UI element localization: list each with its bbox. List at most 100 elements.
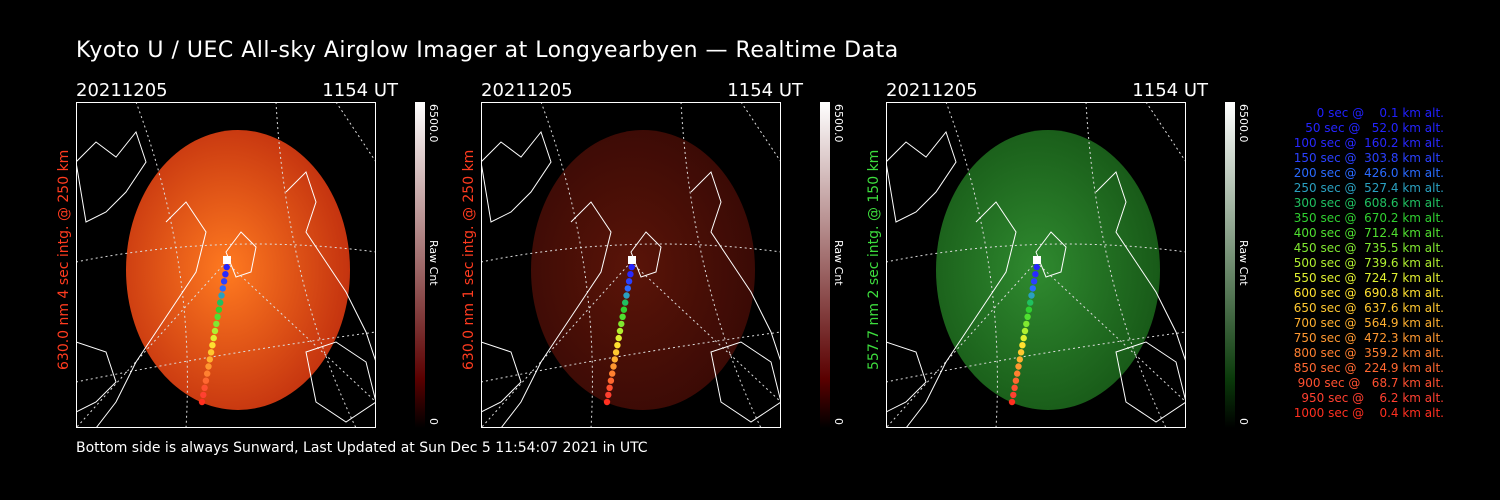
panel-2-image[interactable] <box>481 102 781 428</box>
panel-2-colorbar-unit: Raw Cnt <box>832 240 845 286</box>
legend-entry: 750 sec @ 472.3 km alt. <box>1289 331 1444 345</box>
trajectory-point <box>612 349 620 356</box>
legend-entry: 150 sec @ 303.8 km alt. <box>1289 151 1444 165</box>
trajectory-point <box>219 285 226 292</box>
legend-entry: 250 sec @ 527.4 km alt. <box>1289 181 1444 195</box>
trajectory-legend: 0 sec @ 0.1 km alt. 50 sec @ 52.0 km alt… <box>1262 106 1444 421</box>
trajectory-point <box>1015 363 1022 370</box>
legend-entry: 450 sec @ 735.5 km alt. <box>1289 241 1444 255</box>
trajectory-point <box>616 327 624 335</box>
legend-entry: 200 sec @ 426.0 km alt. <box>1289 166 1444 180</box>
legend-entry: 650 sec @ 637.6 km alt. <box>1289 301 1444 315</box>
panel-2-colorbar-min: 0 <box>832 418 845 425</box>
trajectory-point <box>607 377 615 384</box>
trajectory-point <box>1016 356 1023 363</box>
panel-3-colorbar-min: 0 <box>1237 418 1250 425</box>
panel-1-colorbar-unit: Raw Cnt <box>427 240 440 286</box>
legend-entry: 350 sec @ 670.2 km alt. <box>1289 211 1444 225</box>
coastline <box>886 130 1186 428</box>
trajectory-point <box>209 342 216 349</box>
coastline <box>481 130 781 428</box>
trajectory-point <box>223 263 230 271</box>
trajectory-point <box>1008 398 1016 406</box>
panel-2-wavelength-label: 630.0 nm 1 sec intg. @ 250 km <box>461 149 477 370</box>
panel-3-colorbar <box>1225 102 1235 428</box>
panel-frame <box>76 102 376 428</box>
trajectory-point <box>215 306 223 313</box>
legend-entry: 550 sec @ 724.7 km alt. <box>1289 271 1444 285</box>
trajectory-point <box>222 271 229 278</box>
trajectory-point <box>1030 278 1038 285</box>
legend-entry: 600 sec @ 690.8 km alt. <box>1289 286 1444 300</box>
trajectory-point <box>214 313 221 320</box>
legend-entry: 1000 sec @ 0.4 km alt. <box>1293 406 1444 420</box>
panel-2-colorbar <box>820 102 830 428</box>
trajectory-point <box>1024 313 1031 320</box>
trajectory-point <box>624 285 631 292</box>
panel-1-colorbar-max: 6500.0 <box>427 104 440 143</box>
trajectory-path <box>603 256 637 406</box>
trajectory-point <box>620 306 628 313</box>
trajectory-point <box>200 391 207 399</box>
panel-1-colorbar-min: 0 <box>427 418 440 425</box>
legend-entry: 400 sec @ 712.4 km alt. <box>1289 226 1444 240</box>
panel-1-colorbar <box>415 102 425 428</box>
trajectory-point <box>614 342 621 349</box>
panel-frame <box>481 102 781 428</box>
trajectory-point <box>1017 349 1025 356</box>
sky-image-disc <box>531 130 755 410</box>
panel-1-image[interactable] <box>76 102 376 428</box>
trajectory-point <box>1032 271 1039 278</box>
trajectory-point <box>202 377 210 384</box>
trajectory-point <box>206 356 213 363</box>
lat-lon-grid <box>481 102 781 428</box>
trajectory-point <box>1033 263 1040 271</box>
panel-3-image[interactable] <box>886 102 1186 428</box>
legend-entry: 700 sec @ 564.9 km alt. <box>1289 316 1444 330</box>
lat-lon-grid <box>886 102 1186 428</box>
sky-image-disc <box>126 130 350 410</box>
trajectory-point <box>217 299 224 306</box>
trajectory-point <box>622 299 629 306</box>
legend-entry: 0 sec @ 0.1 km alt. <box>1305 106 1444 120</box>
trajectory-point <box>1021 327 1029 335</box>
trajectory-point <box>628 263 635 271</box>
legend-entry: 50 sec @ 52.0 km alt. <box>1297 121 1444 135</box>
trajectory-point <box>218 292 225 299</box>
trajectory-point <box>201 384 208 391</box>
trajectory-point <box>1014 370 1021 377</box>
panel-2-date: 20211205 <box>481 80 573 101</box>
trajectory-point <box>204 370 211 377</box>
trajectory-point <box>211 327 219 335</box>
trajectory-point <box>619 313 626 320</box>
trajectory-point <box>1011 384 1018 391</box>
legend-entry: 950 sec @ 6.2 km alt. <box>1297 391 1444 405</box>
panel-2-colorbar-max: 6500.0 <box>832 104 845 143</box>
trajectory-point <box>627 271 634 278</box>
trajectory-point <box>606 384 613 391</box>
panel-3-wavelength-label: 557.7 nm 2 sec intg. @ 150 km <box>866 149 882 370</box>
trajectory-point <box>1028 292 1035 299</box>
trajectory-point <box>1023 320 1030 328</box>
coastline <box>76 130 376 428</box>
footer-status: Bottom side is always Sunward, Last Upda… <box>76 440 648 456</box>
trajectory-point <box>603 398 611 406</box>
panel-1-date: 20211205 <box>76 80 168 101</box>
panel-1-wavelength-label: 630.0 nm 4 sec intg. @ 250 km <box>56 149 72 370</box>
trajectory-start-marker <box>1033 256 1041 264</box>
trajectory-point <box>625 278 633 285</box>
trajectory-point <box>1029 285 1036 292</box>
trajectory-start-marker <box>223 256 231 264</box>
trajectory-point <box>205 363 212 370</box>
panel-2-time: 1154 UT <box>727 80 803 101</box>
trajectory-point <box>1012 377 1020 384</box>
trajectory-point <box>615 334 622 342</box>
panel-3-time: 1154 UT <box>1132 80 1208 101</box>
legend-entry: 300 sec @ 608.6 km alt. <box>1289 196 1444 210</box>
trajectory-point <box>210 334 217 342</box>
panel-3-colorbar-max: 6500.0 <box>1237 104 1250 143</box>
legend-entry: 900 sec @ 68.7 km alt. <box>1293 376 1444 390</box>
legend-entry: 100 sec @ 160.2 km alt. <box>1289 136 1444 150</box>
trajectory-path <box>198 256 232 406</box>
trajectory-point <box>198 398 206 406</box>
